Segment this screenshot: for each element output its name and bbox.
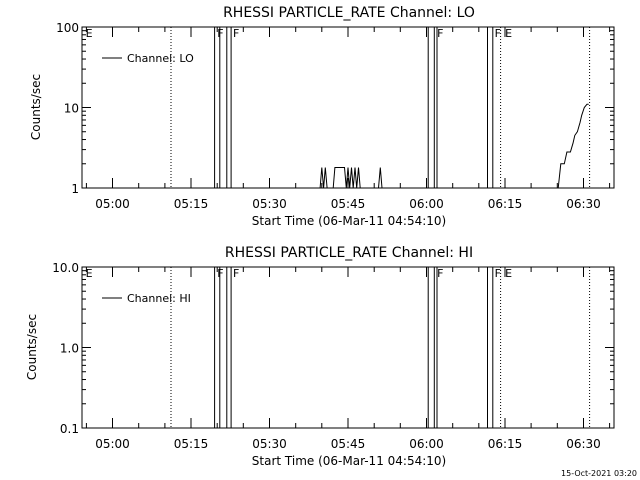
y-tick-label: 1 — [71, 182, 79, 196]
y-tick-label: 10.0 — [52, 261, 79, 275]
x-axis-label: Start Time (06-Mar-11 04:54:10) — [252, 214, 446, 228]
y-tick-label: 1.0 — [60, 342, 79, 356]
panel-title: RHESSI PARTICLE_RATE Channel: HI — [225, 245, 473, 261]
flag-label: F — [217, 267, 223, 280]
flag-label: F — [495, 27, 501, 40]
flag-label: F — [233, 27, 239, 40]
x-tick-label: 06:00 — [409, 197, 444, 211]
y-tick-label: 10 — [64, 102, 79, 116]
flag-label: E — [505, 27, 512, 40]
x-tick-label: 05:00 — [95, 437, 130, 451]
flag-label: F — [233, 267, 239, 280]
flag-label: F — [217, 27, 223, 40]
x-tick-label: 06:00 — [409, 437, 444, 451]
flag-label: E — [86, 27, 93, 40]
x-axis-label: Start Time (06-Mar-11 04:54:10) — [252, 454, 446, 468]
legend: Channel: LO — [102, 52, 194, 65]
y-tick-label: 100 — [56, 21, 79, 35]
y-axis-label: Counts/sec — [29, 74, 43, 140]
x-tick-label: 05:30 — [252, 197, 287, 211]
flag-label: F — [495, 267, 501, 280]
panel-title: RHESSI PARTICLE_RATE Channel: LO — [223, 5, 475, 21]
flag-label: F — [437, 267, 443, 280]
flag-label: F — [437, 27, 443, 40]
plot-frame — [81, 266, 615, 429]
x-tick-label: 06:15 — [488, 437, 523, 451]
x-tick-label: 06:30 — [566, 437, 601, 451]
plot-frame — [81, 26, 615, 189]
x-tick-label: 05:45 — [331, 437, 366, 451]
generation-timestamp: 15-Oct-2021 03:20 — [561, 469, 637, 478]
y-tick-label: 0.1 — [60, 422, 79, 436]
x-tick-label: 06:15 — [488, 197, 523, 211]
x-tick-label: 05:00 — [95, 197, 130, 211]
x-tick-label: 05:30 — [252, 437, 287, 451]
series-line — [557, 103, 589, 189]
legend: Channel: HI — [102, 292, 191, 305]
y-axis-label: Counts/sec — [25, 314, 39, 380]
x-tick-label: 05:45 — [331, 197, 366, 211]
x-tick-label: 06:30 — [566, 197, 601, 211]
panel-hi: RHESSI PARTICLE_RATE Channel: HI E F F F F E0… — [25, 245, 615, 468]
flag-label: E — [505, 267, 512, 280]
legend-label: Channel: HI — [127, 292, 191, 305]
x-tick-label: 05:15 — [174, 197, 209, 211]
legend-label: Channel: LO — [127, 52, 194, 65]
flag-label: E — [86, 267, 93, 280]
series-line — [378, 167, 383, 189]
x-tick-label: 05:15 — [174, 437, 209, 451]
panel-lo: RHESSI PARTICLE_RATE Channel: LO E F F F F E1… — [29, 5, 615, 228]
series-line — [332, 167, 361, 189]
